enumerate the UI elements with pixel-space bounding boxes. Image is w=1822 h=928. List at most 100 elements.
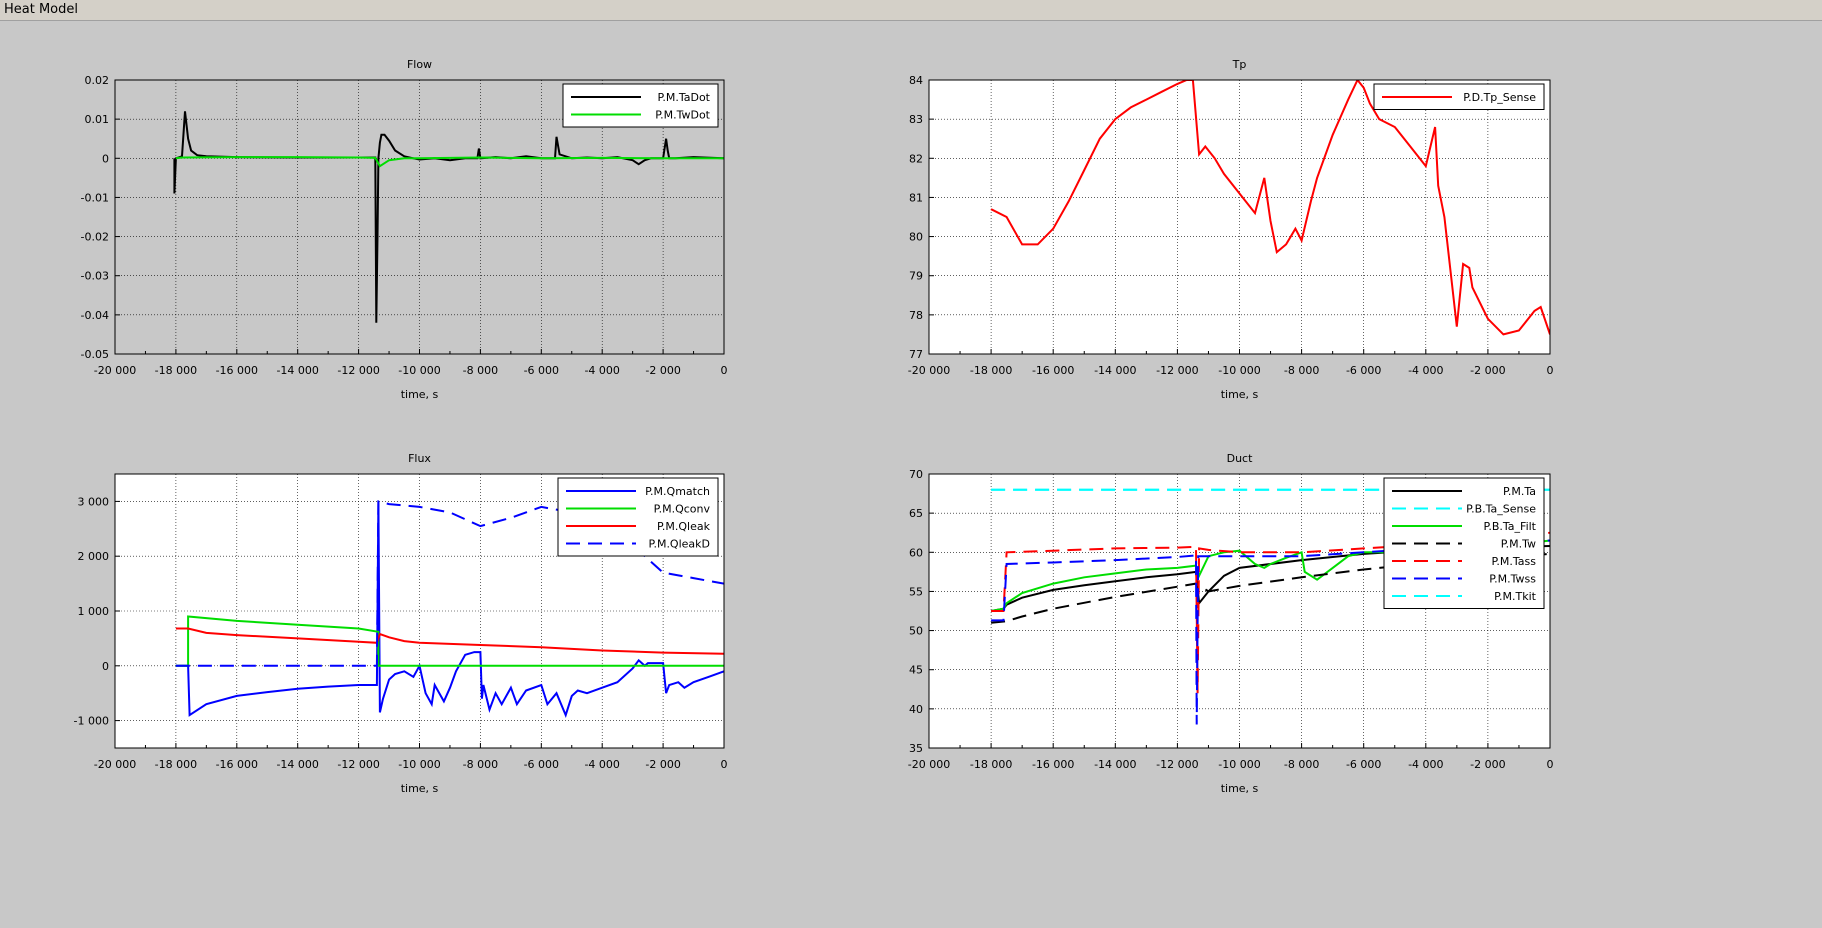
x-tick-label: -16 000 — [1032, 364, 1074, 377]
x-tick-label: -14 000 — [276, 364, 318, 377]
chart-title: Flux — [408, 452, 431, 465]
legend-entry: P.M.Tkit — [1494, 590, 1537, 603]
legend-entry: P.M.Twss — [1489, 573, 1536, 586]
x-tick-label: -20 000 — [94, 758, 136, 771]
legend: P.M.Ta P.B.Ta_Sense P.B.Ta_Filt P.M.Tw P.M.T… — [1383, 477, 1545, 609]
charts-area: Flow -20 000 -18 000 -16 000 -14 000 -12 000 -… — [74, 58, 1554, 795]
series-line-p-d-tp-sense — [990, 80, 1550, 336]
legend-entry: P.M.TaDot — [657, 91, 710, 104]
x-axis-label: time, s — [401, 388, 439, 401]
x-tick-label: -2 000 — [645, 364, 680, 377]
x-tick-label: -8 000 — [1284, 758, 1319, 771]
y-tick-label: -1 000 — [74, 715, 109, 728]
y-tick-label: 2 000 — [78, 550, 110, 563]
chart-title: Flow — [407, 58, 432, 71]
chart-duct: Duct -20 000 -18 000 -16 000 -14 000 -12 000 -… — [908, 452, 1554, 795]
y-tick-label: 83 — [909, 113, 923, 126]
chart-tp: Tp -20 000 -18 000 -16 000 -14 000 -12 000 -10… — [908, 58, 1554, 401]
y-tick-label: 79 — [909, 270, 923, 283]
legend-box — [562, 83, 719, 128]
x-tick-label: -10 000 — [398, 758, 440, 771]
y-tick-label: 0.01 — [85, 113, 110, 126]
legend-entry: P.M.Tass — [1491, 555, 1536, 568]
x-tick-label: -16 000 — [216, 364, 258, 377]
x-tick-label: -6 000 — [524, 758, 559, 771]
y-tick-label: 35 — [909, 742, 923, 755]
x-tick-label: -4 000 — [584, 758, 619, 771]
legend: P.D.Tp_Sense — [1373, 83, 1545, 110]
chart-title: Duct — [1227, 452, 1253, 465]
window-title: Heat Model — [4, 2, 79, 17]
chart-title: Tp — [1232, 58, 1247, 71]
plot-area — [929, 80, 1550, 354]
x-tick-label: -10 000 — [398, 364, 440, 377]
x-tick-label: 0 — [721, 758, 728, 771]
x-tick-label: -10 000 — [1218, 758, 1260, 771]
x-axis-label: time, s — [401, 782, 439, 795]
x-tick-label: -12 000 — [1156, 758, 1198, 771]
y-tick-label: 50 — [909, 625, 923, 638]
y-tick-label: 55 — [909, 585, 923, 598]
y-tick-label: -0.05 — [81, 348, 109, 361]
y-tick-label: 78 — [909, 309, 923, 322]
legend-entry: P.M.Qleak — [657, 520, 711, 533]
x-tick-label: 0 — [721, 364, 728, 377]
chart-flow: Flow -20 000 -18 000 -16 000 -14 000 -12 000 -… — [81, 58, 728, 401]
legend-entry: P.B.Ta_Sense — [1466, 503, 1536, 516]
x-tick-label: -2 000 — [645, 758, 680, 771]
series-line-p-m-qleak — [175, 627, 724, 655]
legend-entry: P.M.Qmatch — [645, 485, 710, 498]
x-tick-label: -6 000 — [1346, 364, 1381, 377]
series-line-p-m-tass — [991, 531, 1550, 694]
x-tick-label: -2 000 — [1470, 758, 1505, 771]
axes-frame — [114, 473, 725, 749]
legend-box — [1383, 477, 1545, 609]
x-tick-label: -4 000 — [584, 364, 619, 377]
legend-entry: P.M.Ta — [1503, 485, 1536, 498]
x-tick-label: -4 000 — [1408, 758, 1443, 771]
x-tick-label: -18 000 — [970, 758, 1012, 771]
legend-entry: P.B.Ta_Filt — [1483, 520, 1536, 533]
axes-frame — [928, 79, 1551, 355]
y-tick-label: 82 — [909, 152, 923, 165]
legend-entry: P.D.Tp_Sense — [1463, 91, 1536, 104]
x-tick-label: -4 000 — [1408, 364, 1443, 377]
x-tick-label: -14 000 — [276, 758, 318, 771]
y-tick-label: 84 — [909, 74, 923, 87]
legend-entry: P.M.Qconv — [654, 503, 711, 516]
series-line-p-m-qconv — [175, 615, 724, 667]
x-tick-label: -8 000 — [463, 758, 498, 771]
chart-flux: Flux -20 000 -18 000 -16 000 -14 000 -12 000 -… — [74, 452, 728, 795]
y-tick-label: 70 — [909, 468, 923, 481]
y-tick-label: -0.02 — [81, 231, 109, 244]
legend: P.M.TaDot P.M.TwDot — [562, 83, 719, 128]
y-tick-label: 65 — [909, 507, 923, 520]
x-axis-label: time, s — [1221, 388, 1259, 401]
y-tick-label: 81 — [909, 191, 923, 204]
x-tick-label: -8 000 — [463, 364, 498, 377]
axes-frame — [114, 79, 725, 355]
x-tick-label: -2 000 — [1470, 364, 1505, 377]
x-tick-label: -6 000 — [524, 364, 559, 377]
series-line-p-m-twdot — [175, 156, 724, 168]
y-tick-label: 80 — [909, 231, 923, 244]
y-tick-label: -0.01 — [81, 191, 109, 204]
legend-entry: P.M.TwDot — [655, 109, 710, 122]
y-tick-label: 0 — [102, 660, 109, 673]
y-tick-label: 1 000 — [78, 605, 110, 618]
y-tick-label: -0.04 — [81, 309, 109, 322]
x-axis-label: time, s — [1221, 782, 1259, 795]
x-tick-label: -10 000 — [1218, 364, 1260, 377]
x-tick-label: -20 000 — [908, 364, 950, 377]
x-tick-label: -20 000 — [908, 758, 950, 771]
x-tick-label: -6 000 — [1346, 758, 1381, 771]
y-tick-label: 3 000 — [78, 495, 110, 508]
legend-entry: P.M.QleakD — [649, 538, 710, 551]
x-tick-label: -16 000 — [1032, 758, 1074, 771]
series-line-p-m-qleakd — [175, 500, 724, 667]
y-tick-label: 0.02 — [85, 74, 110, 87]
y-tick-label: 77 — [909, 348, 923, 361]
legend: P.M.Qmatch P.M.Qconv P.M.Qleak P.M.QleakD — [557, 477, 719, 557]
x-tick-label: -18 000 — [155, 758, 197, 771]
y-tick-label: 0 — [102, 152, 109, 165]
